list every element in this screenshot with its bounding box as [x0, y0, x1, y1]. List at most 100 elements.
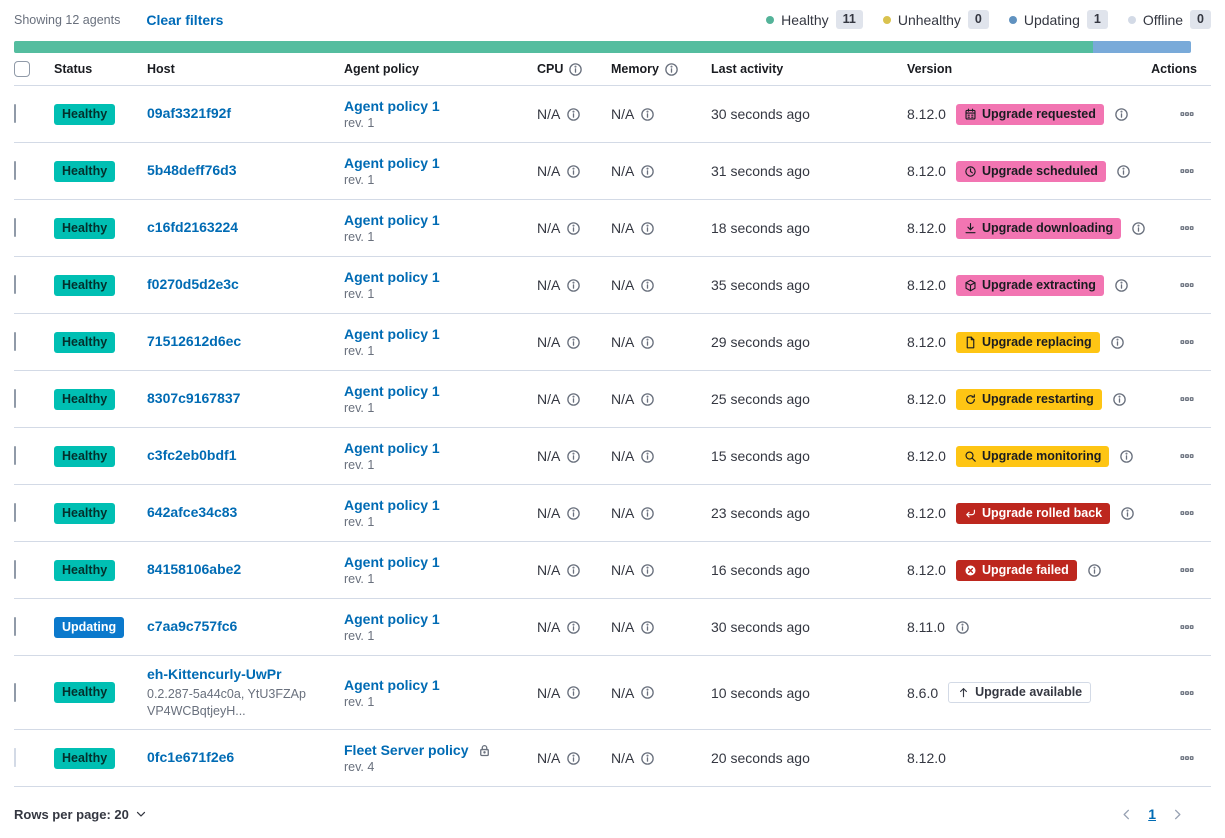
row-checkbox[interactable]: [14, 617, 16, 636]
host-link[interactable]: c7aa9c757fc6: [147, 618, 238, 634]
row-actions-button[interactable]: [1177, 503, 1197, 523]
legend-item-healthy[interactable]: Healthy 11: [766, 10, 863, 29]
agent-policy-link[interactable]: Fleet Server policy: [344, 742, 469, 758]
info-icon[interactable]: [566, 164, 581, 179]
info-icon[interactable]: [640, 620, 655, 635]
host-link[interactable]: c16fd2163224: [147, 219, 239, 235]
host-link[interactable]: 8307c9167837: [147, 390, 241, 406]
host-link[interactable]: 642afce34c83: [147, 504, 238, 520]
legend-item-unhealthy[interactable]: Unhealthy 0: [882, 10, 989, 29]
host-link[interactable]: 0fc1e671f2e6: [147, 749, 235, 765]
info-icon[interactable]: [640, 563, 655, 578]
info-icon[interactable]: [566, 449, 581, 464]
row-checkbox[interactable]: [14, 275, 16, 294]
page-1-button[interactable]: 1: [1148, 806, 1156, 822]
info-icon[interactable]: [566, 506, 581, 521]
memory-value: N/A: [611, 750, 635, 766]
row-actions-button[interactable]: [1177, 161, 1197, 181]
info-icon[interactable]: [640, 221, 655, 236]
host-link[interactable]: eh-Kittencurly-UwPr: [147, 665, 282, 682]
column-label: Host: [147, 62, 175, 76]
last-activity: 35 seconds ago: [711, 277, 810, 293]
info-icon[interactable]: [1110, 335, 1125, 350]
info-icon[interactable]: [640, 506, 655, 521]
clear-filters-button[interactable]: Clear filters: [146, 11, 224, 28]
row-actions-button[interactable]: [1177, 104, 1197, 124]
rows-per-page-button[interactable]: Rows per page: 20: [14, 807, 148, 822]
info-icon[interactable]: [566, 620, 581, 635]
info-icon[interactable]: [640, 751, 655, 766]
row-checkbox[interactable]: [14, 161, 16, 180]
row-checkbox[interactable]: [14, 218, 16, 237]
info-icon[interactable]: [640, 164, 655, 179]
legend-item-updating[interactable]: Updating 1: [1008, 10, 1108, 29]
table-row: Healthy c16fd2163224 Agent policy 1 rev.…: [14, 200, 1211, 257]
info-icon[interactable]: [566, 563, 581, 578]
host-link[interactable]: 09af3321f92f: [147, 105, 232, 121]
previous-page-button[interactable]: [1119, 807, 1134, 822]
info-icon[interactable]: [1119, 449, 1134, 464]
info-icon[interactable]: [1120, 506, 1135, 521]
last-activity: 18 seconds ago: [711, 220, 810, 236]
host-link[interactable]: 5b48deff76d3: [147, 162, 237, 178]
row-actions-button[interactable]: [1177, 332, 1197, 352]
next-page-button[interactable]: [1170, 807, 1185, 822]
info-icon[interactable]: [1116, 164, 1131, 179]
agent-policy-link[interactable]: Agent policy 1: [344, 212, 440, 228]
info-icon[interactable]: [955, 620, 970, 635]
row-checkbox[interactable]: [14, 389, 16, 408]
agent-policy-link[interactable]: Agent policy 1: [344, 611, 440, 627]
row-actions-button[interactable]: [1177, 275, 1197, 295]
row-actions-button[interactable]: [1177, 748, 1197, 768]
agent-policy-link[interactable]: Agent policy 1: [344, 383, 440, 399]
agent-policy-link[interactable]: Agent policy 1: [344, 326, 440, 342]
row-actions-button[interactable]: [1177, 617, 1197, 637]
row-checkbox[interactable]: [14, 503, 16, 522]
row-actions-button[interactable]: [1177, 560, 1197, 580]
info-icon[interactable]: [1114, 278, 1129, 293]
info-icon[interactable]: [566, 107, 581, 122]
row-actions-button[interactable]: [1177, 389, 1197, 409]
info-icon[interactable]: [1112, 392, 1127, 407]
info-icon[interactable]: [566, 335, 581, 350]
info-icon[interactable]: [640, 392, 655, 407]
host-link[interactable]: 84158106abe2: [147, 561, 242, 577]
agent-policy-link[interactable]: Agent policy 1: [344, 497, 440, 513]
info-icon[interactable]: [566, 278, 581, 293]
info-icon[interactable]: [568, 62, 583, 77]
host-link[interactable]: f0270d5d2e3c: [147, 276, 239, 292]
info-icon[interactable]: [640, 278, 655, 293]
agent-policy-link[interactable]: Agent policy 1: [344, 155, 440, 171]
info-icon[interactable]: [566, 221, 581, 236]
agent-policy-link[interactable]: Agent policy 1: [344, 98, 440, 114]
info-icon[interactable]: [566, 751, 581, 766]
legend-item-offline[interactable]: Offline 0: [1127, 10, 1211, 29]
info-icon[interactable]: [640, 685, 655, 700]
info-icon[interactable]: [1087, 563, 1102, 578]
row-checkbox[interactable]: [14, 446, 16, 465]
info-icon[interactable]: [1114, 107, 1129, 122]
row-checkbox[interactable]: [14, 104, 16, 123]
agent-policy-link[interactable]: Agent policy 1: [344, 676, 440, 693]
info-icon[interactable]: [640, 449, 655, 464]
info-icon[interactable]: [640, 107, 655, 122]
row-actions-button[interactable]: [1177, 446, 1197, 466]
row-checkbox[interactable]: [14, 332, 16, 351]
row-checkbox[interactable]: [14, 682, 16, 702]
info-icon[interactable]: [664, 62, 679, 77]
rows-per-page-label: Rows per page: 20: [14, 806, 129, 822]
agent-policy-link[interactable]: Agent policy 1: [344, 269, 440, 285]
info-icon[interactable]: [566, 392, 581, 407]
policy-revision: rev. 1: [344, 572, 375, 586]
info-icon[interactable]: [566, 685, 581, 700]
row-actions-button[interactable]: [1177, 218, 1197, 238]
host-link[interactable]: c3fc2eb0bdf1: [147, 447, 237, 463]
info-icon[interactable]: [640, 335, 655, 350]
agent-policy-link[interactable]: Agent policy 1: [344, 554, 440, 570]
select-all-checkbox[interactable]: [14, 61, 30, 77]
host-link[interactable]: 71512612d6ec: [147, 333, 242, 349]
agent-policy-link[interactable]: Agent policy 1: [344, 440, 440, 456]
row-actions-button[interactable]: [1177, 683, 1197, 703]
row-checkbox[interactable]: [14, 560, 16, 579]
info-icon[interactable]: [1131, 221, 1146, 236]
